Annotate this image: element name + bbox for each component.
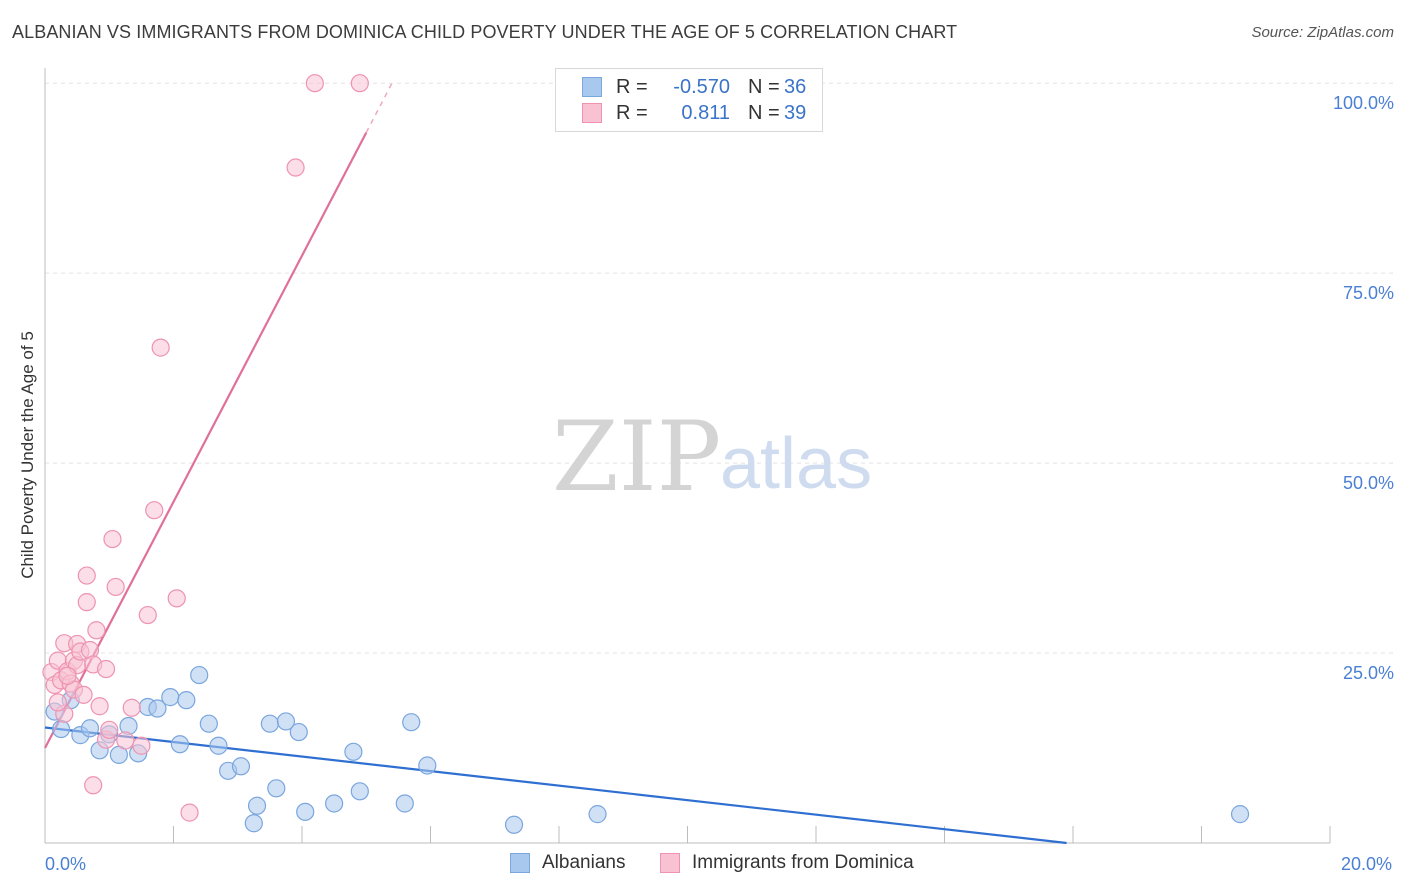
point-albanians bbox=[161, 688, 180, 707]
y-tick-label: 75.0% bbox=[1343, 283, 1394, 303]
point-albanians bbox=[170, 735, 190, 754]
legend-n-value: 36 bbox=[784, 75, 807, 98]
point-albanians bbox=[231, 757, 251, 776]
y-tick-label: 25.0% bbox=[1343, 663, 1394, 683]
watermark-atlas: atlas bbox=[720, 424, 872, 504]
point-albanians bbox=[504, 815, 524, 834]
grid-lines bbox=[45, 82, 1394, 654]
point-albanians bbox=[260, 714, 279, 733]
legend-row-albanians: R = -0.570 N = 36 bbox=[556, 74, 806, 100]
trend-line-1 bbox=[44, 132, 368, 749]
point-dominica bbox=[167, 589, 186, 608]
legend-row-dominica: R = 0.811 N = 39 bbox=[556, 100, 806, 126]
point-dominica bbox=[106, 577, 125, 597]
watermark-zip: ZIP bbox=[552, 401, 721, 513]
legend-n-label: N = bbox=[748, 75, 780, 98]
legend-swatch-dominica bbox=[660, 853, 680, 873]
point-dominica bbox=[305, 74, 324, 93]
legend-swatch-albanians bbox=[582, 77, 602, 97]
point-dominica bbox=[103, 529, 122, 549]
point-albanians bbox=[148, 699, 167, 718]
point-albanians bbox=[199, 714, 218, 733]
trend-line-extension-1 bbox=[365, 82, 393, 133]
series-legend: Albanians Immigrants from Dominica bbox=[0, 852, 1406, 878]
chart-title: ALBANIAN VS IMMIGRANTS FROM DOMINICA CHI… bbox=[12, 22, 958, 42]
point-albanians bbox=[325, 794, 344, 813]
point-dominica bbox=[145, 501, 164, 520]
y-tick-label: 100.0% bbox=[1333, 93, 1394, 113]
point-albanians bbox=[289, 722, 308, 742]
point-dominica bbox=[122, 698, 141, 717]
legend-n-label: N = bbox=[748, 101, 780, 124]
legend-r-label: R = bbox=[616, 101, 648, 124]
point-albanians bbox=[344, 742, 363, 761]
point-albanians bbox=[350, 782, 369, 801]
point-dominica bbox=[84, 776, 103, 795]
legend-r-value: 0.811 bbox=[681, 101, 730, 124]
axes bbox=[44, 68, 1331, 844]
point-albanians bbox=[177, 691, 196, 710]
point-dominica bbox=[90, 697, 109, 716]
point-dominica bbox=[100, 720, 119, 739]
point-dominica bbox=[77, 566, 96, 585]
point-dominica bbox=[286, 158, 305, 177]
tick-labels: 25.0% 50.0% 75.0% 100.0% 0.0% 20.0% bbox=[45, 93, 1394, 874]
x-tick-label: 0.0% bbox=[45, 854, 86, 874]
point-dominica bbox=[180, 803, 199, 822]
point-albanians bbox=[209, 736, 228, 755]
y-tick-label: 50.0% bbox=[1343, 473, 1394, 493]
data-points bbox=[42, 74, 1250, 834]
y-axis-label: Child Poverty Under the Age of 5 bbox=[18, 331, 37, 579]
x-tick-label: 20.0% bbox=[1341, 854, 1392, 874]
point-albanians bbox=[418, 756, 437, 775]
point-albanians bbox=[51, 719, 71, 739]
point-dominica bbox=[116, 731, 135, 750]
point-dominica bbox=[74, 685, 93, 704]
point-dominica bbox=[151, 338, 170, 357]
point-albanians bbox=[190, 665, 209, 685]
point-albanians bbox=[588, 805, 607, 824]
trend-line-0 bbox=[44, 726, 1067, 845]
legend-r-value: -0.570 bbox=[673, 75, 730, 98]
point-dominica bbox=[87, 621, 106, 640]
point-albanians bbox=[247, 796, 267, 815]
legend-item-albanians[interactable]: Albanians bbox=[510, 852, 625, 874]
point-albanians bbox=[395, 794, 414, 813]
watermark: ZIP atlas bbox=[552, 401, 872, 513]
point-dominica bbox=[350, 74, 369, 93]
point-dominica bbox=[138, 605, 157, 625]
legend-swatch-albanians bbox=[510, 853, 530, 873]
correlation-legend: R = -0.570 N = 36 R = 0.811 N = 39 bbox=[555, 68, 823, 132]
legend-item-dominica[interactable]: Immigrants from Dominica bbox=[660, 852, 914, 874]
point-albanians bbox=[267, 779, 286, 798]
point-dominica bbox=[77, 593, 96, 612]
legend-label-albanians: Albanians bbox=[542, 852, 626, 873]
legend-n-value: 39 bbox=[784, 101, 807, 124]
chart-source: Source: ZipAtlas.com bbox=[1251, 24, 1394, 41]
legend-swatch-dominica bbox=[582, 103, 602, 123]
point-albanians bbox=[296, 802, 315, 821]
point-albanians bbox=[244, 814, 263, 833]
point-albanians bbox=[402, 713, 421, 732]
point-dominica bbox=[96, 659, 116, 679]
point-dominica bbox=[58, 666, 77, 685]
point-albanians bbox=[1230, 805, 1250, 824]
legend-r-label: R = bbox=[616, 75, 648, 98]
point-dominica bbox=[48, 693, 67, 712]
point-albanians bbox=[80, 719, 100, 738]
point-dominica bbox=[132, 736, 151, 755]
legend-label-dominica: Immigrants from Dominica bbox=[692, 852, 914, 873]
point-albanians bbox=[276, 712, 296, 731]
